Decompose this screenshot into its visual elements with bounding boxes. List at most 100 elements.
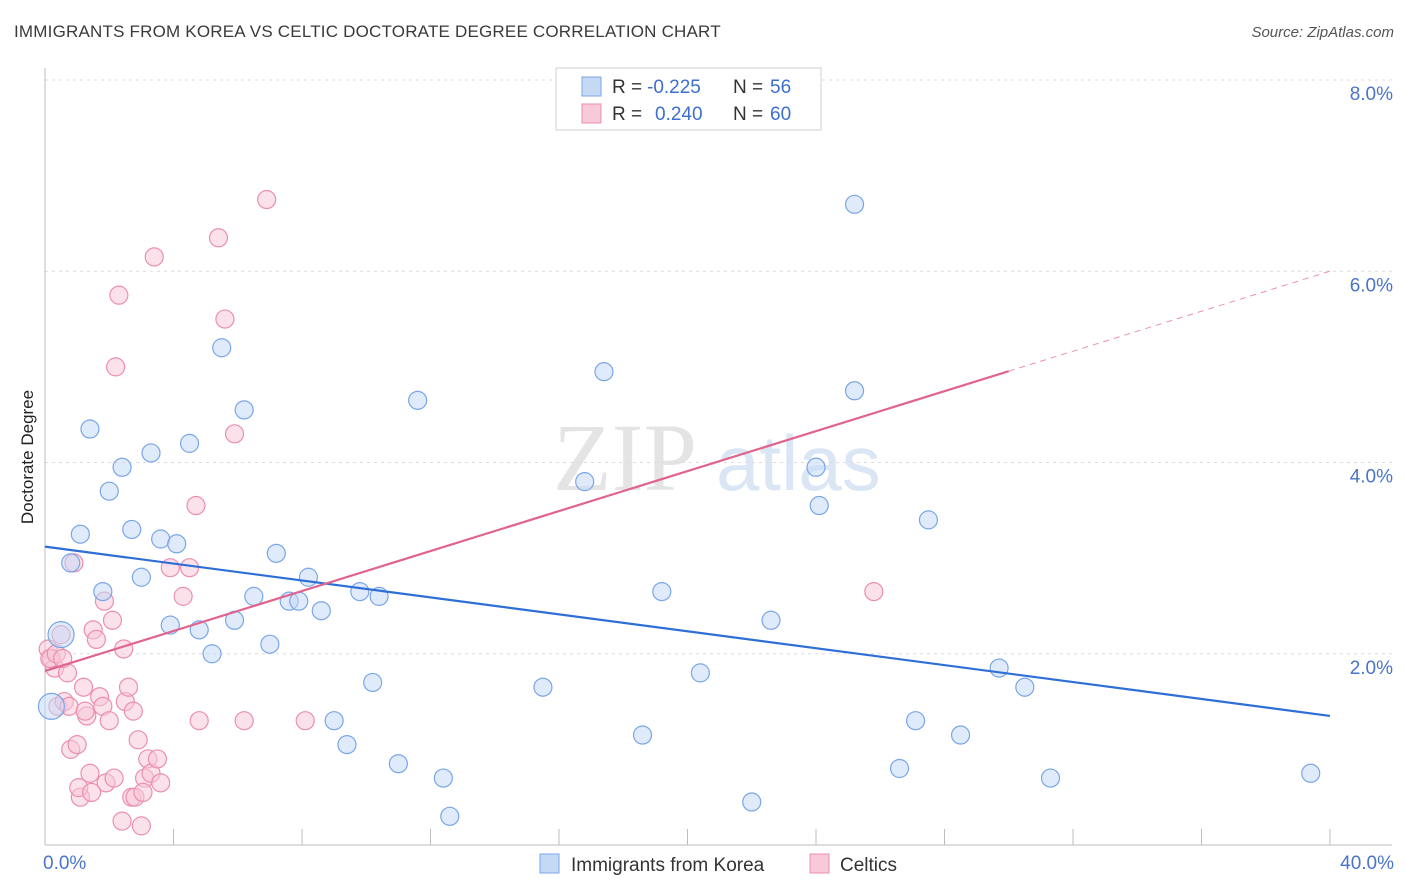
data-point <box>202 644 222 664</box>
data-point <box>809 495 829 516</box>
data-point <box>337 734 357 755</box>
data-point <box>533 677 553 697</box>
data-point <box>1040 768 1061 788</box>
data-point <box>118 677 139 697</box>
data-point <box>141 443 161 463</box>
series-label-celtics: Celtics <box>840 855 897 876</box>
trend-line-korea <box>44 545 1331 717</box>
data-point <box>388 754 408 774</box>
data-point <box>167 534 187 554</box>
data-point <box>112 811 132 831</box>
data-point <box>173 586 193 606</box>
data-point <box>1015 677 1035 697</box>
data-point <box>690 663 710 683</box>
data-point <box>131 567 151 587</box>
data-point <box>102 610 123 630</box>
data-point <box>86 629 107 650</box>
gridlines: 2.0% 4.0% 6.0% 8.0% <box>45 79 1393 679</box>
data-point <box>208 228 229 248</box>
data-point <box>266 543 286 563</box>
data-point <box>864 581 884 602</box>
trend-line-celtics <box>44 370 1010 673</box>
data-point <box>93 581 113 602</box>
data-point <box>363 672 383 693</box>
data-point <box>257 189 277 210</box>
legend-n-label-celtics: N = <box>733 104 763 125</box>
data-point <box>324 711 344 731</box>
watermark-zip: ZIP <box>553 404 697 511</box>
data-point <box>918 510 939 530</box>
y-axis-title: Doctorate Degree <box>18 390 37 524</box>
data-point <box>212 338 232 358</box>
data-points <box>37 189 1321 836</box>
legend-r-value-korea: -0.225 <box>647 77 701 98</box>
data-point <box>950 725 971 745</box>
data-point <box>652 581 672 602</box>
legend-swatch-korea <box>581 76 602 97</box>
series-label-korea: Immigrants from Korea <box>571 855 765 876</box>
series-celtics-points <box>38 189 884 836</box>
source-label: Source: ZipAtlas.com <box>1251 24 1394 41</box>
series-legend: Immigrants from Korea Celtics <box>539 853 897 876</box>
data-point <box>295 711 315 731</box>
data-point <box>889 758 910 779</box>
legend-n-value-celtics: 60 <box>770 104 791 125</box>
data-point <box>80 419 100 439</box>
data-point <box>224 424 245 444</box>
data-point <box>179 558 200 578</box>
data-point <box>109 285 129 305</box>
data-point <box>215 309 235 329</box>
data-point <box>298 567 319 587</box>
legend-n-label-korea: N = <box>733 77 763 98</box>
data-point <box>122 519 142 540</box>
watermark-atlas: atlas <box>716 419 881 507</box>
legend-r-label-korea: R = <box>612 77 642 98</box>
data-point <box>311 601 331 621</box>
data-point <box>234 711 254 731</box>
data-point <box>844 381 865 401</box>
series-swatch-celtics <box>809 853 830 874</box>
data-point <box>133 782 153 803</box>
data-point <box>186 495 206 516</box>
legend-n-value-korea: 56 <box>770 77 791 98</box>
data-point <box>80 763 100 783</box>
data-point <box>104 768 124 788</box>
data-point <box>151 529 171 549</box>
data-point <box>806 457 826 477</box>
stats-legend: R = -0.225 N = 56 R = 0.240 N = 60 <box>555 67 822 131</box>
data-point <box>989 658 1009 678</box>
data-point <box>905 711 926 731</box>
chart-title: IMMIGRANTS FROM KOREA VS CELTIC DOCTORAT… <box>14 22 721 41</box>
data-point <box>151 773 171 793</box>
data-point <box>61 553 81 573</box>
data-point <box>844 194 865 214</box>
y-tick-label: 8.0% <box>1350 84 1393 105</box>
data-point <box>244 586 264 606</box>
data-point <box>632 725 653 745</box>
data-point <box>99 481 119 501</box>
data-point <box>75 701 95 721</box>
series-korea-points <box>37 194 1321 826</box>
data-point <box>99 711 119 731</box>
x-tick-label-min: 0.0% <box>43 853 86 874</box>
data-point <box>131 816 151 836</box>
data-point <box>73 677 94 697</box>
data-point <box>594 362 614 382</box>
data-point <box>350 581 370 602</box>
data-point <box>433 768 453 788</box>
trend-line-celtics-extension <box>1008 270 1331 372</box>
trend-lines <box>44 270 1331 717</box>
data-point <box>575 472 595 492</box>
data-point <box>408 390 428 410</box>
data-point <box>234 400 254 420</box>
data-point <box>147 749 168 769</box>
data-point <box>742 792 762 812</box>
data-point <box>128 730 148 750</box>
data-point <box>112 457 132 477</box>
series-swatch-korea <box>539 853 560 874</box>
y-tick-label: 2.0% <box>1350 658 1393 679</box>
x-tick-label-max: 40.0% <box>1340 853 1394 874</box>
data-point <box>81 782 102 803</box>
data-point <box>1301 763 1321 783</box>
